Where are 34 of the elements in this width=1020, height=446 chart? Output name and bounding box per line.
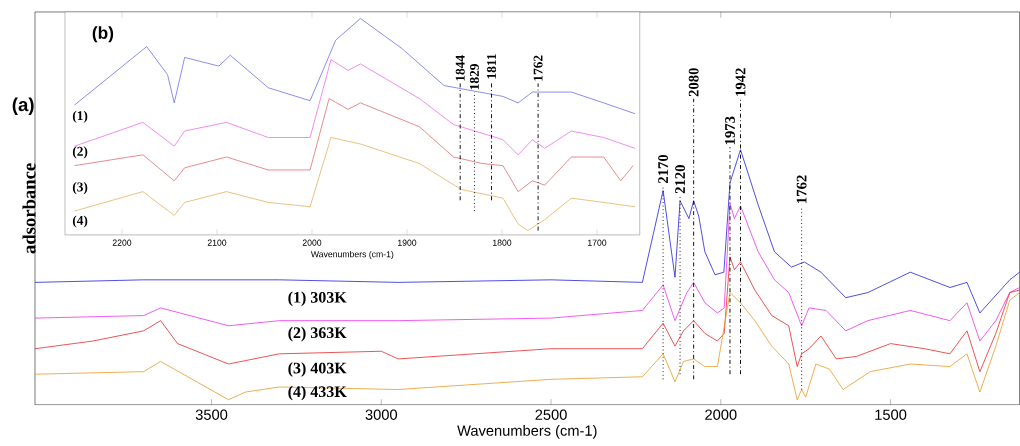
x-tick-label: 1500	[875, 409, 907, 421]
ref-line-label: 1762	[533, 55, 543, 81]
x-tick-label: 3000	[365, 409, 398, 421]
ref-line-label: 1762	[796, 175, 807, 203]
annotation: (b)	[92, 26, 114, 43]
series-label: (3) 403K	[288, 362, 347, 377]
x-tick-label: 2000	[302, 239, 322, 246]
x-tick-label: 1900	[398, 239, 417, 246]
series-label: (1) 303K	[288, 291, 347, 307]
x-tick-label: 1700	[588, 239, 607, 246]
x-axis-title: Wavenumbers (cm-1)	[310, 250, 394, 260]
series-label: (3)	[72, 182, 88, 195]
x-tick-label: 2000	[705, 409, 737, 421]
text: (a)	[12, 97, 34, 116]
x-tick-label: 1800	[493, 239, 512, 246]
ref-line-label: 2120	[675, 165, 686, 194]
ref-line-label: 1942	[735, 68, 746, 96]
series-label: (2)	[72, 146, 88, 159]
x-tick-label: 2500	[535, 409, 567, 421]
series-label: (2) 363K	[288, 326, 347, 342]
x-tick-label: 3500	[195, 409, 228, 421]
x-tick-label: 2200	[112, 239, 132, 246]
x-axis-title: Wavenumbers (cm-1)	[457, 425, 597, 439]
ref-line-label: 2170	[658, 154, 669, 184]
x-tick-label: 2100	[207, 239, 227, 246]
series-label: (4) 433K	[288, 385, 347, 401]
series-label: (4)	[72, 215, 88, 228]
y-axis-title: adsorbance	[22, 163, 36, 254]
series-label: (1)	[72, 110, 88, 123]
ref-line-label: 1829	[469, 64, 479, 90]
ref-line-label: 1973	[725, 116, 735, 145]
ref-line-label: 2080	[688, 68, 699, 97]
ref-line-label: 1811	[487, 54, 497, 79]
ref-line-label: 1844	[455, 55, 465, 81]
